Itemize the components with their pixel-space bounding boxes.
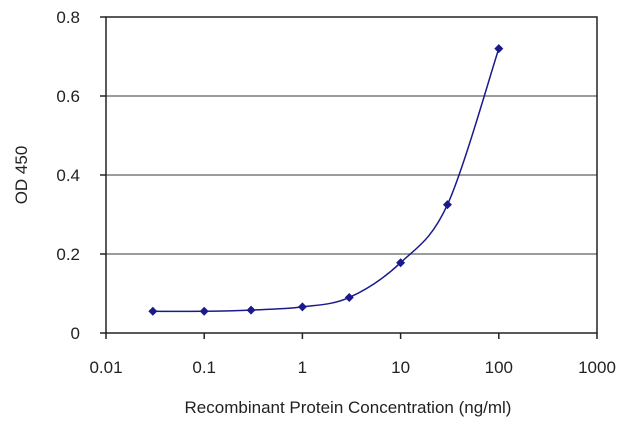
data-point xyxy=(442,200,452,210)
data-point xyxy=(297,302,307,312)
y-axis-title: OD 450 xyxy=(12,146,31,205)
gridlines xyxy=(106,95,597,255)
x-tick-label: 100 xyxy=(485,358,513,377)
x-tick-label: 1 xyxy=(298,358,307,377)
series-curve xyxy=(152,48,500,313)
data-point xyxy=(344,292,354,302)
y-tick-label: 0.4 xyxy=(56,166,80,185)
y-tick-label: 0 xyxy=(71,324,80,343)
y-tick-label: 0.8 xyxy=(56,8,80,27)
axis-ticks xyxy=(100,16,598,339)
y-tick-label: 0.6 xyxy=(56,87,80,106)
x-axis-title: Recombinant Protein Concentration (ng/ml… xyxy=(185,398,512,417)
x-tick-label: 1000 xyxy=(578,358,616,377)
data-point xyxy=(494,44,504,54)
x-tick-label: 0.1 xyxy=(192,358,216,377)
data-point xyxy=(396,258,406,268)
x-tick-label: 0.01 xyxy=(89,358,122,377)
data-points xyxy=(148,44,504,316)
x-tick-label: 10 xyxy=(391,358,410,377)
data-point xyxy=(246,305,256,315)
y-tick-label: 0.2 xyxy=(56,245,80,264)
data-point xyxy=(199,306,209,316)
tick-labels: 0 0.2 0.4 0.6 0.8 0.01 0.1 1 10 100 1000 xyxy=(56,8,616,377)
data-point xyxy=(148,306,158,316)
